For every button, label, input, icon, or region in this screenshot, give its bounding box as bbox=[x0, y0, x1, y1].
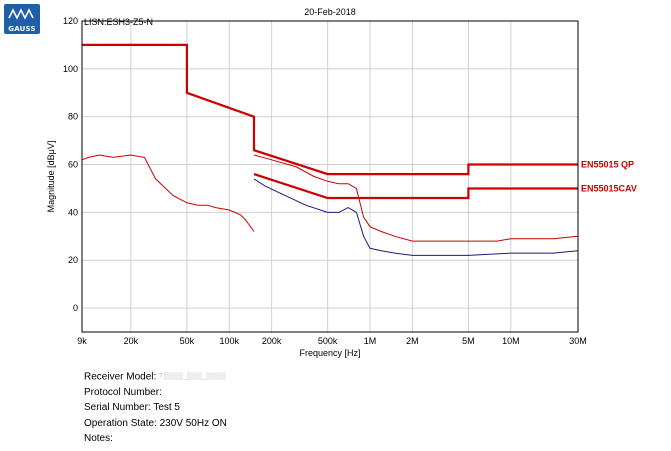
notes-label: Notes: bbox=[84, 433, 113, 445]
x-axis-label: Frequency [Hz] bbox=[299, 348, 360, 358]
receiver-model-row: Receiver Model: T▒▒▒▒_▒▒▒_▒▒▒▒ bbox=[84, 369, 227, 385]
receiver-model-value: T▒▒▒▒_▒▒▒_▒▒▒▒ bbox=[159, 373, 226, 380]
plot-frame bbox=[81, 20, 579, 333]
measurement-trace bbox=[253, 178, 579, 256]
x-tick-label: 200k bbox=[262, 336, 282, 346]
y-tick-label: 60 bbox=[68, 160, 78, 170]
x-tick-label: 500k bbox=[318, 336, 338, 346]
chart-subtitle: LISN:ESH3-Z5-N bbox=[84, 17, 153, 27]
serial-number-label: Serial Number: bbox=[84, 402, 151, 414]
gauss-logo: GAUSS bbox=[4, 4, 40, 34]
y-axis-label: Magnitude [dBμV] bbox=[46, 141, 56, 213]
limit-line-label: EN55015 QP bbox=[581, 160, 634, 170]
limit-line bbox=[82, 43, 578, 176]
tick-labels: 0 20 40 60 80 100 120 9k 20k 50k 100k 200k 500k 1M 2M 5… bbox=[63, 16, 587, 346]
x-tick-label: 30M bbox=[569, 336, 587, 346]
limit-line-label: EN55015CAV bbox=[581, 183, 637, 193]
y-tick-label: 120 bbox=[63, 16, 78, 26]
y-tick-label: 0 bbox=[73, 303, 78, 313]
x-tick-label: 5M bbox=[462, 336, 475, 346]
notes-row: Notes: bbox=[84, 431, 227, 447]
measurement-trace bbox=[253, 154, 579, 242]
x-tick-label: 20k bbox=[124, 336, 139, 346]
grid bbox=[81, 20, 579, 332]
y-tick-label: 100 bbox=[63, 64, 78, 74]
limit-line bbox=[253, 173, 578, 200]
x-tick-label: 100k bbox=[219, 336, 239, 346]
x-tick-label: 10M bbox=[502, 336, 520, 346]
operation-state-value: 230V 50Hz ON bbox=[159, 417, 227, 429]
logo-text: GAUSS bbox=[8, 25, 36, 33]
emission-chart: EN55015 QP EN55015CAV 0 20 40 60 80 100 120 9k 20… bbox=[46, 7, 637, 358]
y-tick-label: 20 bbox=[68, 255, 78, 265]
x-tick-label: 9k bbox=[77, 336, 87, 346]
operation-state-row: Operation State: 230V 50Hz ON bbox=[84, 416, 227, 432]
x-tick-label: 1M bbox=[364, 336, 377, 346]
measurement-trace bbox=[81, 154, 255, 232]
y-tick-label: 80 bbox=[68, 112, 78, 122]
operation-state-label: Operation State: bbox=[84, 417, 157, 429]
x-tick-label: 2M bbox=[406, 336, 419, 346]
series-group bbox=[81, 154, 579, 256]
wave-icon bbox=[8, 8, 34, 20]
serial-number-value: Test 5 bbox=[153, 402, 180, 414]
protocol-number-row: Protocol Number: bbox=[84, 385, 227, 401]
limit-lines: EN55015 QP EN55015CAV bbox=[82, 43, 637, 200]
x-tick-label: 50k bbox=[180, 336, 195, 346]
chart-title: 20-Feb-2018 bbox=[304, 7, 356, 17]
protocol-number-label: Protocol Number: bbox=[84, 386, 162, 398]
serial-number-row: Serial Number: Test 5 bbox=[84, 400, 227, 416]
y-tick-label: 40 bbox=[68, 207, 78, 217]
receiver-model-label: Receiver Model: bbox=[84, 371, 157, 383]
measurement-info: Receiver Model: T▒▒▒▒_▒▒▒_▒▒▒▒ Protocol … bbox=[84, 369, 227, 447]
